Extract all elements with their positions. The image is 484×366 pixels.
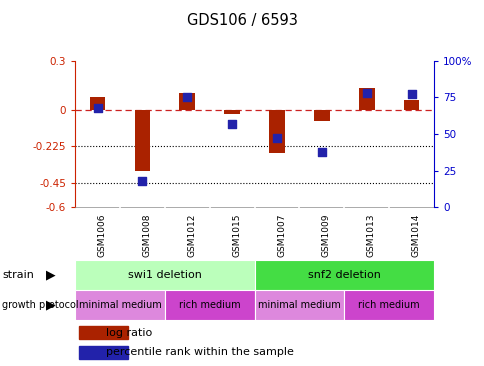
Point [93,105,101,111]
Bar [403,100,419,109]
Text: swi1 deletion: swi1 deletion [128,270,201,280]
Bar [254,290,344,320]
Text: GDS106 / 6593: GDS106 / 6593 [187,13,297,28]
Point [138,178,146,184]
Point [362,90,370,96]
Bar [78,326,127,339]
Text: GSM1007: GSM1007 [276,213,286,257]
Text: GSM1009: GSM1009 [321,213,330,257]
Bar [269,109,284,153]
Text: GSM1014: GSM1014 [411,214,420,257]
Bar [78,346,127,359]
Text: rich medium: rich medium [179,300,240,310]
Bar [344,290,433,320]
Point [318,149,325,154]
Bar [75,290,165,320]
Bar [75,260,254,290]
Text: strain: strain [2,270,34,280]
Text: rich medium: rich medium [358,300,419,310]
Bar [224,109,240,115]
Point [228,121,236,127]
Text: minimal medium: minimal medium [257,300,340,310]
Bar [254,260,433,290]
Text: ▶: ▶ [46,299,56,312]
Text: ▶: ▶ [46,269,56,282]
Bar [90,97,105,109]
Point [272,135,280,141]
Text: log ratio: log ratio [106,328,151,338]
Bar [358,89,374,109]
Text: GSM1015: GSM1015 [232,213,241,257]
Bar [165,290,254,320]
Bar [179,93,195,109]
Text: GSM1006: GSM1006 [97,213,106,257]
Point [183,94,191,100]
Text: growth protocol: growth protocol [2,300,79,310]
Text: percentile rank within the sample: percentile rank within the sample [106,347,293,357]
Text: GSM1012: GSM1012 [187,214,196,257]
Text: GSM1008: GSM1008 [142,213,151,257]
Point [407,92,415,97]
Text: minimal medium: minimal medium [78,300,161,310]
Text: snf2 deletion: snf2 deletion [307,270,380,280]
Bar [135,109,150,171]
Text: GSM1013: GSM1013 [366,213,375,257]
Bar [314,109,329,121]
